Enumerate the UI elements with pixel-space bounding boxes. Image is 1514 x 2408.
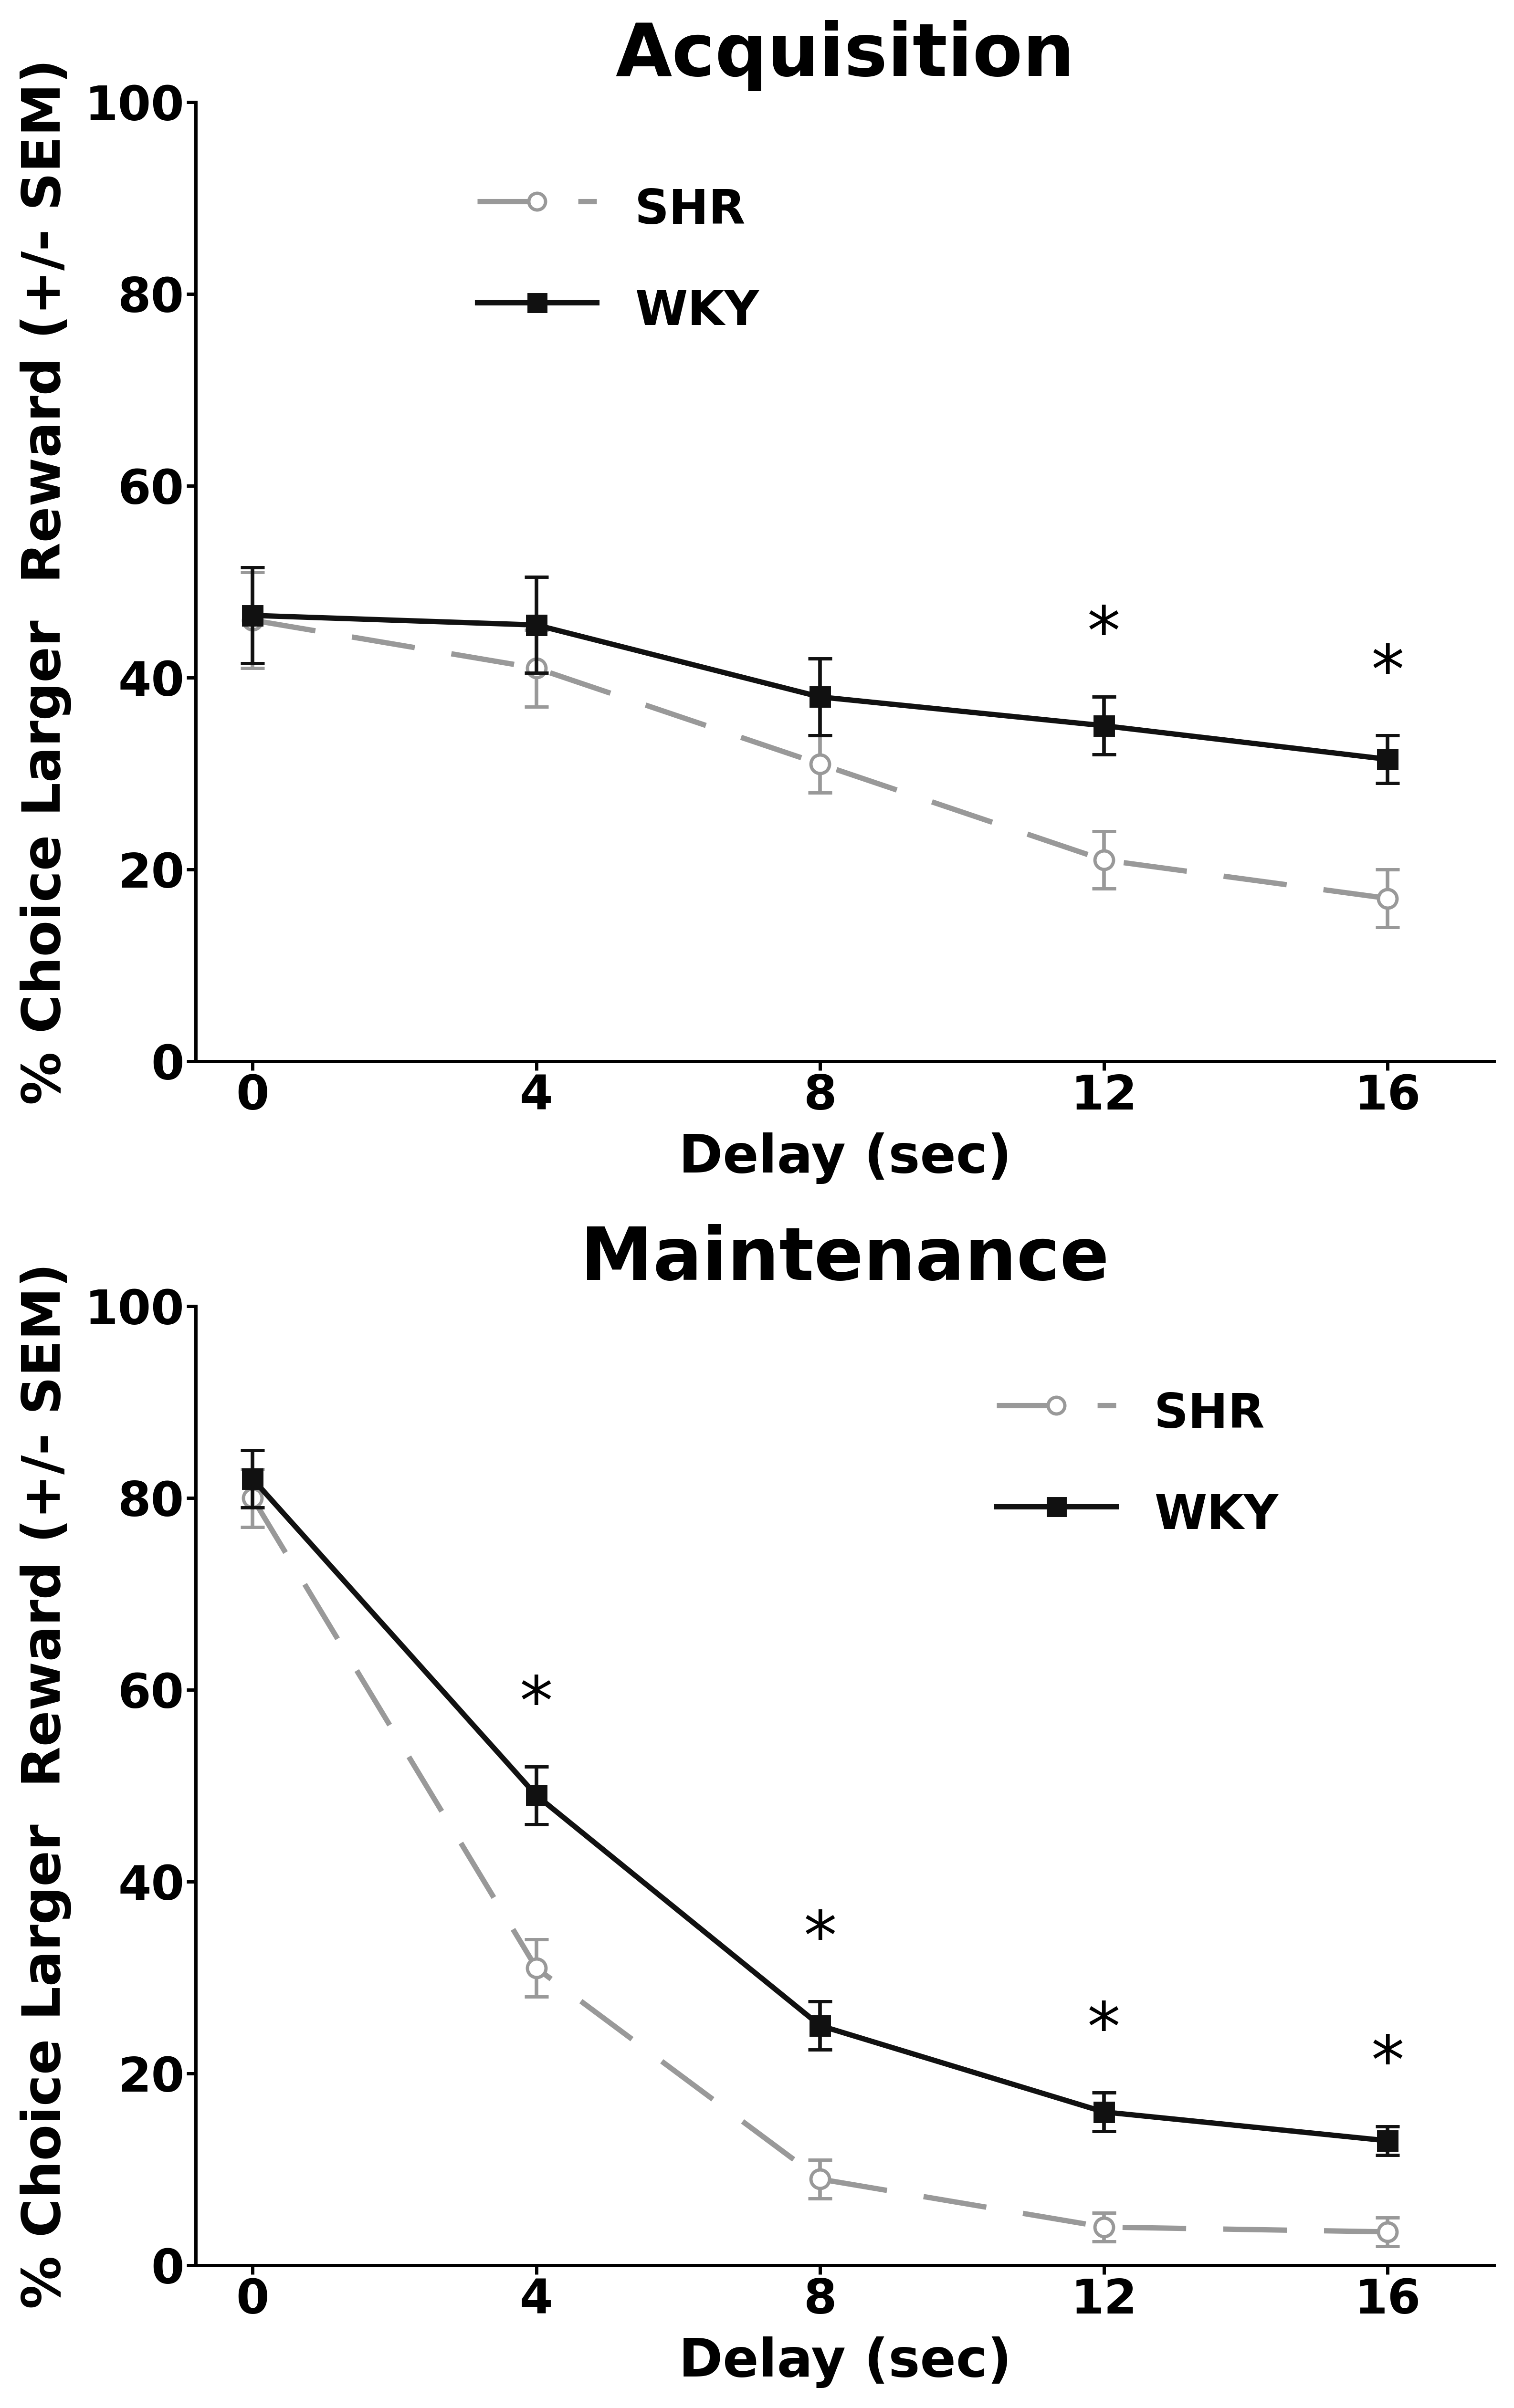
Text: *: * [1087,1999,1120,2064]
Y-axis label: % Choice Larger  Reward (+/- SEM): % Choice Larger Reward (+/- SEM) [20,1262,71,2309]
Y-axis label: % Choice Larger  Reward (+/- SEM): % Choice Larger Reward (+/- SEM) [20,58,71,1105]
X-axis label: Delay (sec): Delay (sec) [678,2336,1011,2389]
Legend: SHR, WKY: SHR, WKY [453,154,783,361]
Title: Maintenance: Maintenance [580,1223,1110,1296]
Text: *: * [519,1674,553,1739]
X-axis label: Delay (sec): Delay (sec) [678,1132,1011,1185]
Legend: SHR, WKY: SHR, WKY [972,1358,1302,1565]
Title: Acquisition: Acquisition [615,19,1075,92]
Text: *: * [1372,2032,1405,2097]
Text: *: * [1087,604,1120,667]
Text: *: * [804,1910,837,1972]
Text: *: * [1372,643,1405,706]
